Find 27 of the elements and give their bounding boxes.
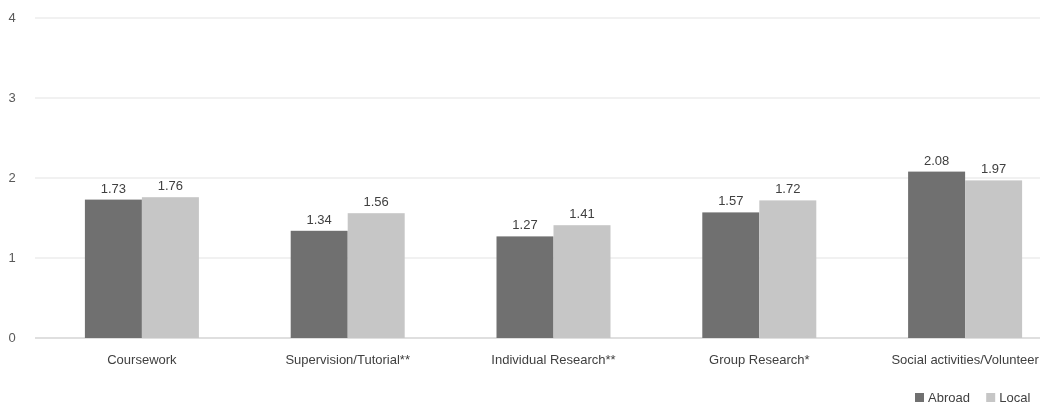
data-label: 1.72 <box>775 181 801 197</box>
legend-label: Abroad <box>928 390 970 405</box>
data-label: 1.34 <box>306 211 332 227</box>
data-label: 2.08 <box>923 152 950 168</box>
x-tick-label: Social activities/Volunteer <box>891 352 1040 367</box>
legend-label: Local <box>999 390 1031 405</box>
x-tick-label: Individual Research** <box>491 352 616 367</box>
y-tick-label: 2 <box>8 170 16 185</box>
bar <box>702 212 760 338</box>
data-label: 1.76 <box>157 178 184 194</box>
data-label: 1.73 <box>100 180 127 196</box>
x-tick-label: Group Research* <box>709 352 810 367</box>
y-tick-label: 1 <box>8 250 16 265</box>
y-tick-label: 4 <box>8 10 16 25</box>
data-label: 1.56 <box>363 194 389 210</box>
bar <box>496 236 554 338</box>
bar <box>84 199 142 338</box>
data-label: 1.41 <box>569 206 595 222</box>
data-label: 1.27 <box>512 217 538 233</box>
bar <box>290 230 348 338</box>
x-tick-label: Supervision/Tutorial** <box>285 352 410 367</box>
data-label: 1.97 <box>980 161 1007 177</box>
x-tick-label: Coursework <box>107 352 178 367</box>
y-tick-label: 0 <box>8 330 16 345</box>
y-tick-label: 3 <box>8 90 16 105</box>
bar <box>908 171 966 338</box>
data-label: 1.57 <box>718 193 744 209</box>
